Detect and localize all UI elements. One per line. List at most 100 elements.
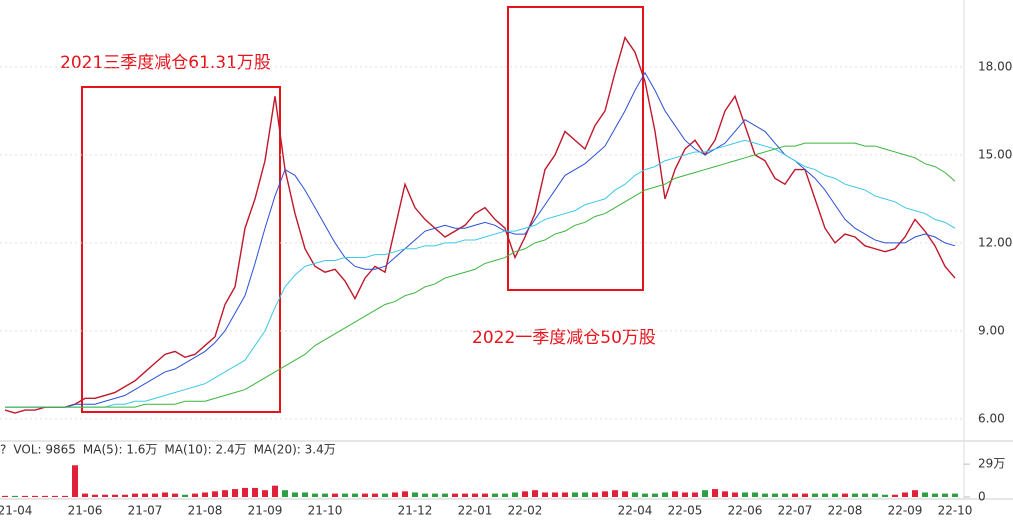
volume-bar (382, 493, 388, 497)
volume-bar (872, 493, 878, 497)
volume-bar (452, 493, 458, 497)
price-line (5, 139, 956, 408)
x-tick-label: 22-05 (668, 504, 703, 518)
annotation: 2022一季度减仓50万股 (472, 328, 656, 348)
x-tick-label: 21-08 (188, 504, 223, 518)
volume-bar (902, 492, 908, 497)
volume-bar (482, 493, 488, 497)
x-tick-label: 22-01 (458, 504, 493, 518)
volume-bar (932, 493, 938, 497)
volume-bar (292, 492, 298, 497)
volume-bar (202, 492, 208, 497)
volume-bar (762, 493, 768, 497)
volume-bar (712, 489, 718, 497)
volume-bar (862, 493, 868, 497)
volume-bar (92, 494, 98, 497)
volume-bar (732, 492, 738, 497)
volume-bar (572, 492, 578, 497)
volume-bar (642, 493, 648, 497)
volume-bar (752, 492, 758, 497)
volume-bar (722, 491, 728, 497)
volume-bar (232, 489, 238, 497)
volume-bar (42, 495, 48, 497)
volume-bar (532, 490, 538, 497)
volume-bar (262, 490, 268, 497)
volume-bar (12, 495, 18, 497)
volume-bar (392, 492, 398, 497)
volume-bar (22, 495, 28, 497)
highlight-box (81, 86, 281, 413)
volume-bar (222, 490, 228, 497)
volume-bar (82, 493, 88, 497)
y-tick-label: 9.00 (978, 323, 1005, 337)
volume-bar (322, 493, 328, 497)
volume-bar (422, 493, 428, 497)
volume-legend: MA(20): 3.4万 (254, 443, 336, 457)
volume-bar (272, 485, 278, 497)
volume-bar (612, 490, 618, 497)
volume-bar (672, 491, 678, 497)
volume-bar (52, 495, 58, 497)
volume-bar (492, 493, 498, 497)
x-tick-label: 21-06 (68, 504, 103, 518)
volume-legend: ? (0, 443, 6, 457)
y-tick-label: 12.00 (978, 235, 1012, 249)
volume-bar (102, 494, 108, 497)
volume-bar (442, 493, 448, 497)
volume-bar (302, 492, 308, 497)
x-tick-label: 22-08 (828, 504, 863, 518)
volume-tick-label: 0 (978, 490, 986, 504)
volume-bar (542, 492, 548, 497)
volume-bar (822, 493, 828, 497)
volume-bar (942, 493, 948, 497)
volume-bar (142, 493, 148, 497)
x-tick-label: 22-07 (778, 504, 813, 518)
y-tick-label: 6.00 (978, 411, 1005, 425)
volume-bar (432, 493, 438, 497)
volume-bar (682, 492, 688, 497)
volume-bar (512, 492, 518, 497)
x-tick-label: 21-12 (398, 504, 433, 518)
volume-bar (602, 491, 608, 497)
volume-legend: MA(5): 1.6万 (83, 443, 158, 457)
volume-bar (662, 492, 668, 497)
volume-bar (402, 491, 408, 497)
volume-bar (112, 494, 118, 497)
volume-bar (192, 493, 198, 497)
volume-bar (892, 494, 898, 497)
volume-legend: VOL: 9865 (13, 443, 76, 457)
volume-bar (882, 494, 888, 497)
price-line (5, 71, 956, 408)
x-tick-label: 22-09 (888, 504, 923, 518)
volume-bar (632, 492, 638, 497)
volume-bar (772, 493, 778, 497)
price-line (5, 142, 956, 408)
volume-bar (472, 493, 478, 497)
volume-bar (582, 492, 588, 497)
volume-bar (312, 493, 318, 497)
volume-bar (802, 493, 808, 497)
volume-bar (212, 491, 218, 497)
x-tick-label: 21-04 (0, 504, 32, 518)
volume-bar (62, 495, 68, 497)
volume-bar (812, 493, 818, 497)
x-tick-label: 21-07 (128, 504, 163, 518)
volume-bar (832, 493, 838, 497)
price-line (4, 35, 956, 414)
volume-bar (152, 493, 158, 497)
volume-bar (182, 494, 188, 497)
volume-bar (2, 495, 8, 497)
x-tick-label: 21-09 (248, 504, 283, 518)
volume-bar (252, 487, 258, 497)
volume-bar (652, 493, 658, 497)
x-tick-label: 22-02 (508, 504, 543, 518)
volume-bar (32, 495, 38, 497)
volume-bar (792, 493, 798, 497)
volume-bar (842, 493, 848, 497)
highlight-box (507, 6, 644, 291)
volume-bar (132, 493, 138, 497)
volume-bar (852, 493, 858, 497)
volume-bar (622, 491, 628, 497)
y-tick-label: 15.00 (978, 147, 1012, 161)
volume-bar (552, 492, 558, 497)
